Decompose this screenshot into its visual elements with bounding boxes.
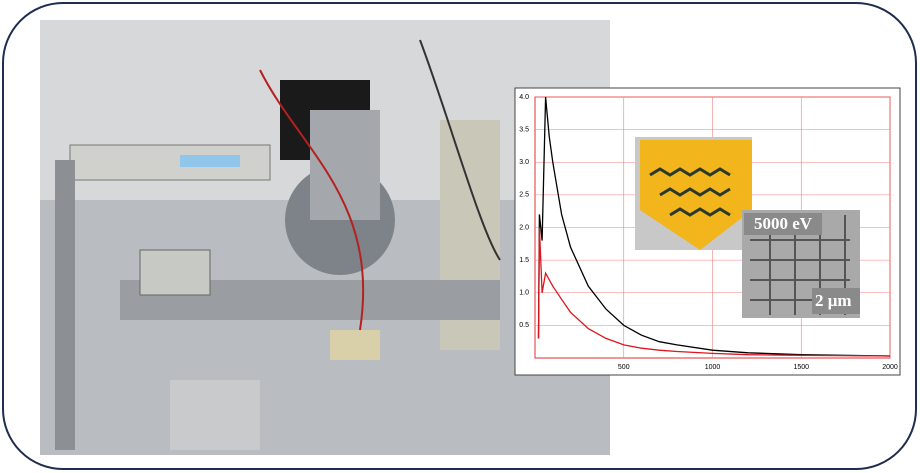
spectrum-line [537, 227, 891, 357]
y-tick-label: 3.0 [519, 159, 529, 166]
x-tick-label: 500 [618, 364, 630, 371]
sem-image: 5000 eV 2 μm [742, 210, 860, 318]
spectrum-line [537, 96, 891, 357]
y-tick-label: 3.5 [519, 126, 529, 133]
honeycomb-image [635, 137, 752, 250]
lines [537, 96, 891, 357]
y-tick-label: 4.0 [519, 94, 529, 101]
x-tick-label: 2000 [882, 364, 898, 371]
y-tick-label: 0.5 [519, 322, 529, 329]
x-tick-label: 1500 [793, 364, 809, 371]
y-tick-label: 1.5 [519, 257, 529, 264]
y-tick-label: 2.0 [519, 224, 529, 231]
energy-label: 5000 eV [754, 214, 813, 233]
x-tick-label: 1000 [705, 364, 721, 371]
y-tick-label: 1.0 [519, 290, 529, 297]
y-tick-label: 2.5 [519, 192, 529, 199]
scale-label: 2 μm [815, 291, 852, 310]
